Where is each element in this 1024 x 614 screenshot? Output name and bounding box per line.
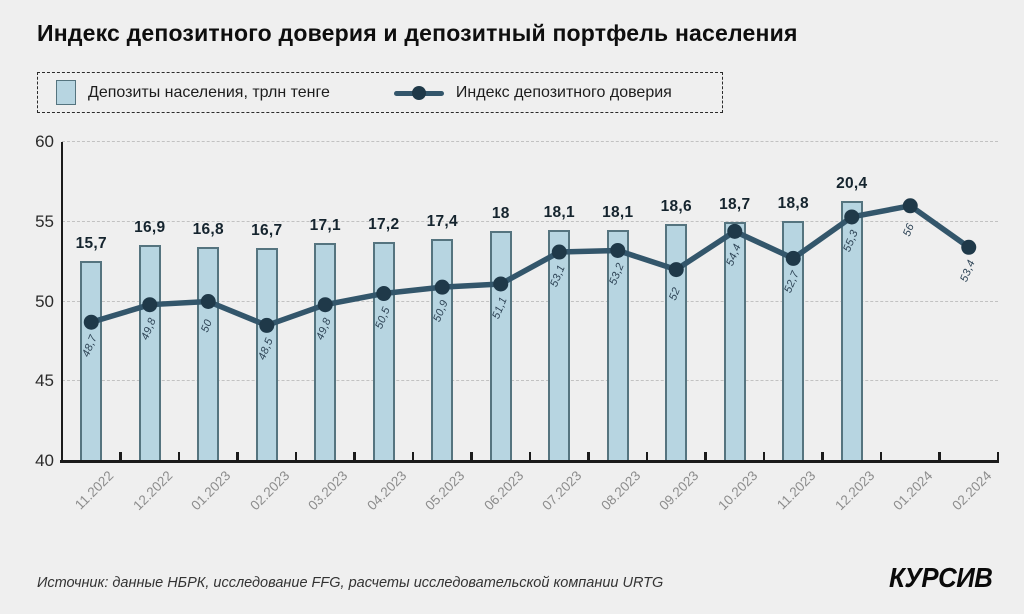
line-marker xyxy=(727,223,743,239)
gridline xyxy=(62,300,998,302)
x-axis-tick xyxy=(411,452,414,460)
x-axis-tick xyxy=(704,452,707,460)
y-axis-tick-label: 60 xyxy=(35,132,54,151)
x-axis-tick xyxy=(821,452,824,460)
bar-value-label: 17,2 xyxy=(368,215,400,233)
bar-value-label: 18,1 xyxy=(543,204,575,222)
bar-value-label: 16,9 xyxy=(134,219,166,237)
legend: Депозиты населения, трлн тенге Индекс де… xyxy=(37,72,723,113)
bar-value-label: 18,6 xyxy=(660,197,692,215)
bar xyxy=(840,200,863,461)
x-axis-tick xyxy=(645,452,648,460)
x-axis-tick xyxy=(996,452,999,460)
bar xyxy=(606,230,629,461)
x-axis-tick xyxy=(470,452,473,460)
y-axis-tick-label: 45 xyxy=(35,371,54,391)
line-marker xyxy=(961,239,977,255)
line-path xyxy=(88,203,972,329)
line-marker xyxy=(83,314,99,330)
bar xyxy=(255,247,278,461)
x-axis-line xyxy=(60,460,999,463)
legend-line-label: Индекс депозитного доверия xyxy=(455,83,672,101)
x-axis-tick xyxy=(353,452,356,460)
bar-value-label: 18 xyxy=(491,205,510,223)
line-marker xyxy=(610,242,626,258)
x-axis-tick xyxy=(938,452,941,460)
bar-value-label: 17,1 xyxy=(309,216,341,234)
legend-line-marker-icon xyxy=(393,85,444,100)
line-marker xyxy=(259,317,275,333)
line-marker xyxy=(493,276,509,292)
x-axis-tick xyxy=(236,452,239,460)
bar xyxy=(665,223,688,461)
bar-value-label: 16,7 xyxy=(251,221,283,239)
bar-value-label: 20,4 xyxy=(836,174,868,192)
line-marker xyxy=(902,198,918,214)
y-axis-line xyxy=(61,142,63,461)
x-axis-tick xyxy=(879,452,882,460)
bar xyxy=(314,242,337,461)
bar-value-label: 18,1 xyxy=(602,204,634,222)
line-marker xyxy=(785,250,801,266)
gridline xyxy=(62,220,998,222)
bar xyxy=(782,221,805,461)
gridline xyxy=(62,141,998,142)
chart-title: Индекс депозитного доверия и депозитный … xyxy=(37,20,798,46)
bar xyxy=(548,230,571,461)
bar-value-label: 15,7 xyxy=(75,234,107,252)
bar xyxy=(431,238,454,461)
legend-bar-label: Депозиты населения, трлн тенге xyxy=(88,83,330,101)
x-axis-tick xyxy=(587,452,590,460)
legend-bar-swatch-icon xyxy=(56,80,76,105)
x-axis-tick xyxy=(528,452,531,460)
y-axis-tick-label: 55 xyxy=(35,211,54,231)
line-marker xyxy=(200,294,216,309)
x-axis-tick xyxy=(294,452,297,460)
y-axis-tick-label: 40 xyxy=(35,451,54,470)
bar xyxy=(138,245,161,461)
x-axis-tick xyxy=(762,452,765,460)
y-axis-tick-label: 50 xyxy=(35,291,54,311)
line-marker xyxy=(844,209,860,225)
line-marker xyxy=(317,297,333,313)
source-note: Источник: данные НБРК, исследование FFG,… xyxy=(37,575,664,591)
line-marker xyxy=(434,279,450,295)
bar-value-label: 17,4 xyxy=(426,212,458,230)
x-axis-tick xyxy=(119,452,122,460)
bar xyxy=(80,260,103,461)
x-axis-tick xyxy=(177,452,180,460)
bar-value-label: 18,8 xyxy=(777,195,809,213)
kursiv-logo: КУРСИВ xyxy=(888,562,993,593)
line-marker xyxy=(668,262,684,278)
bar-value-label: 18,7 xyxy=(719,196,751,214)
gridline xyxy=(62,380,998,382)
line-marker xyxy=(376,286,392,302)
line-marker xyxy=(551,244,567,260)
bar-value-label: 16,8 xyxy=(192,220,224,238)
line-marker xyxy=(142,297,158,313)
bar xyxy=(723,222,746,461)
